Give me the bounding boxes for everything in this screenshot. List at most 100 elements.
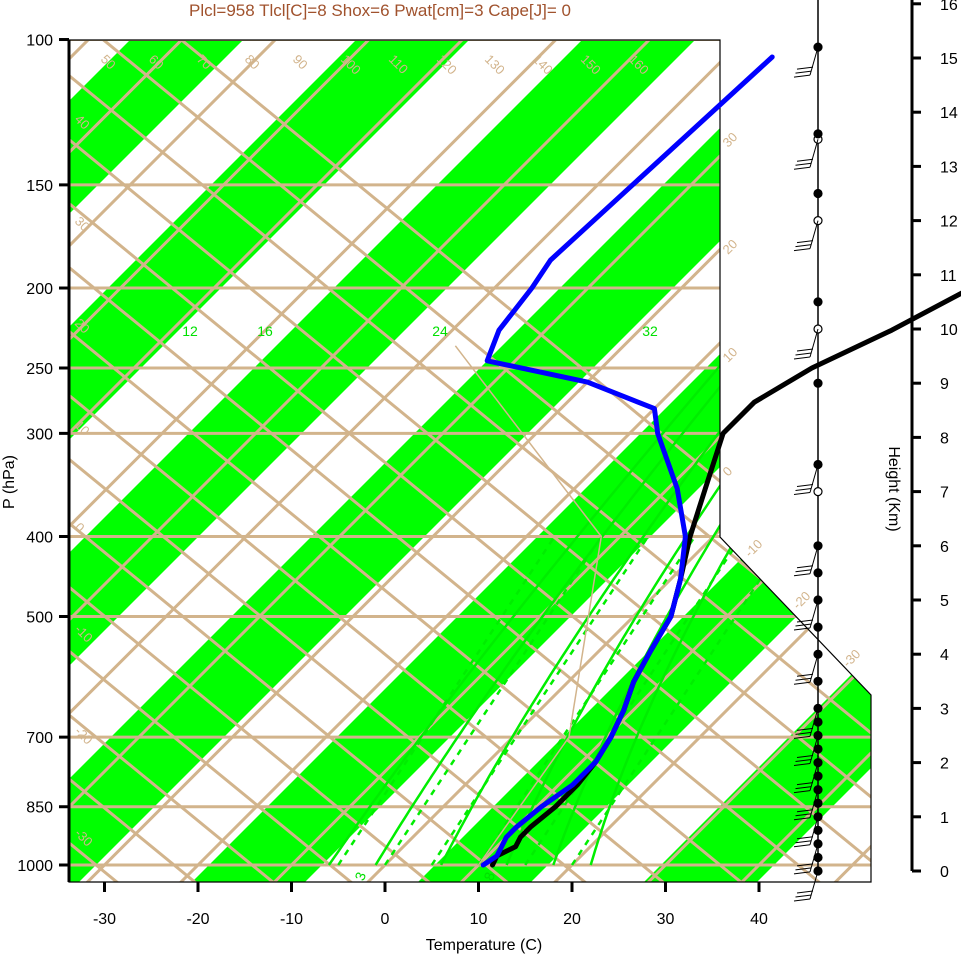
wind-barb-feather <box>793 74 811 78</box>
dry-adiabat-label-left: -20 <box>72 724 96 748</box>
y-tick-label: 700 <box>26 730 53 747</box>
wind-station-dot <box>813 378 823 388</box>
wind-barb <box>793 47 819 78</box>
isotherm-line <box>69 40 502 882</box>
wind-barb-staff <box>809 870 819 900</box>
x-tick-label: 10 <box>470 911 488 928</box>
x-tick-label: 0 <box>381 911 390 928</box>
wind-barb-feather <box>793 898 811 902</box>
x-tick-label: -10 <box>280 911 303 928</box>
wind-station-dot <box>813 129 823 139</box>
dry-adiabat-label-right: 0 <box>720 463 736 479</box>
wind-barb-feather <box>793 871 811 875</box>
dry-adiabat-line <box>69 40 347 882</box>
wind-station-dot <box>813 676 823 686</box>
height-tick-label: 3 <box>940 701 949 718</box>
x-tick-label: -30 <box>93 911 116 928</box>
dry-adiabat-line <box>69 40 737 882</box>
wind-barb-feather <box>793 844 811 848</box>
wind-barb <box>793 762 819 794</box>
height-tick-label: 1 <box>940 810 949 827</box>
isotherm-label: 130 <box>482 52 508 78</box>
mixing-ratio-layer <box>337 535 790 866</box>
height-axis-title: Height (Km) <box>885 446 902 531</box>
wind-barb <box>793 328 819 360</box>
dry-adiabat-line <box>69 40 425 882</box>
moist-adiabat-line <box>374 337 761 866</box>
wind-barb <box>793 735 819 766</box>
height-tick-label: 6 <box>940 539 949 556</box>
mixing-ratio-line <box>524 535 743 866</box>
isotherm-line <box>162 40 871 882</box>
moist-adiabat-label: 12 <box>182 323 198 339</box>
wind-barb-feather <box>795 162 812 166</box>
wind-barb-feather <box>796 158 814 162</box>
green-band <box>378 40 871 882</box>
wind-barb-feather <box>796 240 814 244</box>
mixing-ratio-line <box>570 535 790 866</box>
y-tick-label: 150 <box>26 178 53 195</box>
wind-barb-staff <box>809 47 819 76</box>
wind-barb-feather <box>796 565 814 569</box>
wind-barb-feather <box>795 352 812 356</box>
wind-barb-feather <box>795 623 812 627</box>
x-tick-label: 40 <box>750 911 768 928</box>
wind-barb-staff <box>809 328 819 358</box>
dry-adiabat-line <box>69 40 871 882</box>
wind-barb <box>793 464 819 495</box>
chart-title: Plcl=958 Tlcl[C]=8 Shox=6 Pwat[cm]=3 Cap… <box>189 1 571 20</box>
height-tick-label: 13 <box>940 159 958 176</box>
dewpoint-profile <box>480 54 775 868</box>
y-tick-label: 300 <box>26 426 53 443</box>
wind-barb-feather <box>793 790 811 794</box>
wind-barb-staff <box>809 816 819 845</box>
moist-adiabat-label: 16 <box>257 323 273 339</box>
wind-barb-feather <box>795 70 812 74</box>
wind-barb-feather <box>795 731 812 735</box>
height-tick-label: 10 <box>940 322 958 339</box>
wind-barb-feather <box>796 348 814 352</box>
dry-adiabat-line <box>69 40 871 882</box>
y-tick-label: 500 <box>26 610 53 627</box>
isotherm-line <box>912 2 961 899</box>
y-tick-label: 200 <box>26 281 53 298</box>
wind-barb-staff <box>809 735 819 764</box>
dry-adiabat-line <box>69 40 503 882</box>
height-tick-label: 11 <box>940 268 957 285</box>
wind-barb <box>793 599 819 631</box>
wind-barb-feather <box>795 813 812 817</box>
moist-adiabat-label: 24 <box>432 323 448 339</box>
height-tick-label: 4 <box>940 647 949 664</box>
isotherm-line <box>630 40 871 882</box>
wind-station-dot <box>813 487 823 497</box>
height-tick-label: 2 <box>940 756 949 773</box>
wind-barb-staff <box>809 464 819 493</box>
parcel-path <box>454 345 603 866</box>
y-tick-label: 400 <box>26 530 53 547</box>
height-tick-label: 7 <box>940 485 949 502</box>
wind-barb <box>793 139 819 170</box>
dry-adiabat-label-right: 20 <box>720 236 741 257</box>
wind-barb-feather <box>793 248 811 252</box>
wind-barb-feather <box>793 735 811 739</box>
dry-adiabat-label-left: 30 <box>72 214 93 235</box>
y-tick-label: 850 <box>26 800 53 817</box>
wind-barb-feather <box>795 759 812 762</box>
moist-adiabat-label: 32 <box>642 323 658 339</box>
height-tick-label: 0 <box>940 864 949 881</box>
wind-barb-feather <box>795 244 812 248</box>
wind-barb-staff <box>809 708 819 737</box>
wind-barb-feather <box>793 681 811 685</box>
isotherm-line <box>536 40 871 882</box>
wind-station-dot <box>813 297 823 307</box>
x-tick-label: 20 <box>563 911 581 928</box>
wind-barb-feather <box>795 488 812 491</box>
wind-barb-feather <box>796 727 814 731</box>
wind-barb-staff <box>809 139 819 168</box>
height-tick-label: 12 <box>940 214 958 231</box>
wind-station-dot <box>813 188 823 199</box>
wind-barb-feather <box>793 166 811 170</box>
wind-barb-feather <box>793 573 811 577</box>
y-tick-label: 250 <box>26 361 53 378</box>
